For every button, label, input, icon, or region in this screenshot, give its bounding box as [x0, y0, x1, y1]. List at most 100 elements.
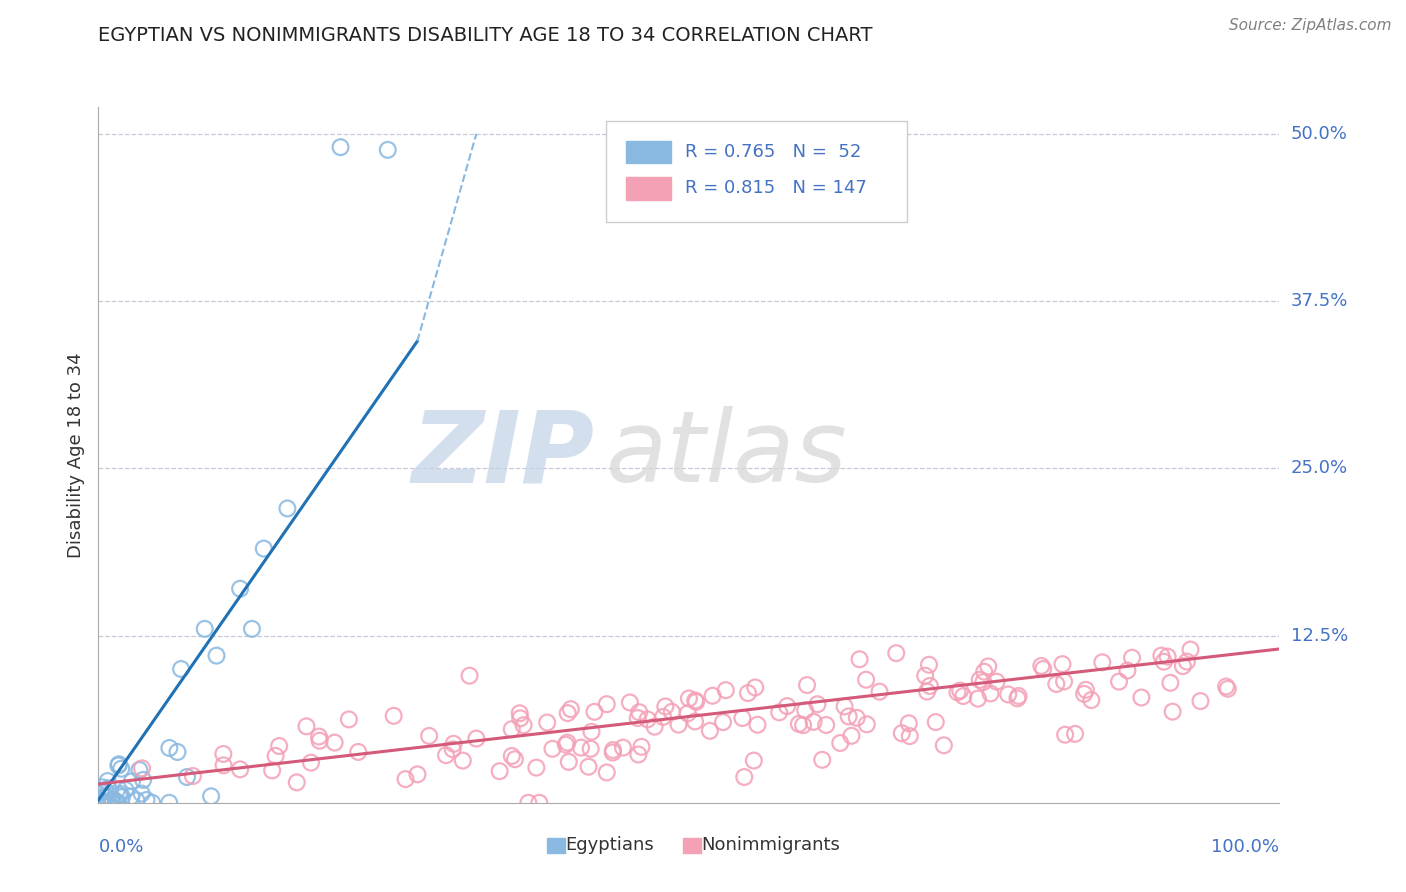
Point	[897, 716, 920, 731]
Point	[925, 715, 948, 730]
Point	[104, 796, 127, 810]
Point	[451, 754, 474, 768]
Point	[699, 723, 721, 738]
Point	[132, 772, 155, 787]
Point	[120, 789, 142, 804]
Point	[329, 140, 352, 154]
Point	[578, 760, 600, 774]
Point	[977, 659, 1000, 673]
Point	[262, 764, 284, 778]
Text: R = 0.765   N =  52: R = 0.765 N = 52	[685, 144, 862, 161]
Point	[558, 755, 581, 769]
Point	[884, 646, 907, 660]
Point	[114, 783, 136, 797]
Text: atlas: atlas	[606, 407, 848, 503]
Point	[794, 703, 817, 717]
Text: 25.0%: 25.0%	[1291, 459, 1348, 477]
Point	[838, 709, 860, 723]
Point	[834, 699, 856, 714]
Point	[1054, 728, 1077, 742]
Point	[501, 723, 523, 737]
Point	[856, 717, 879, 731]
Point	[583, 705, 606, 719]
Point	[110, 762, 132, 776]
Point	[1073, 687, 1095, 701]
Point	[803, 714, 825, 729]
Point	[299, 756, 322, 770]
Point	[637, 713, 659, 727]
Point	[1150, 648, 1173, 663]
Point	[111, 790, 134, 805]
Point	[644, 720, 666, 734]
Point	[170, 662, 193, 676]
Point	[596, 765, 619, 780]
Text: ZIP: ZIP	[412, 407, 595, 503]
Point	[972, 675, 994, 690]
Point	[157, 796, 180, 810]
Point	[276, 501, 298, 516]
Point	[918, 657, 941, 672]
Point	[602, 743, 624, 757]
Point	[1108, 674, 1130, 689]
Point	[121, 774, 143, 789]
Point	[323, 735, 346, 749]
Point	[90, 796, 112, 810]
Point	[952, 689, 974, 703]
Point	[205, 648, 228, 663]
Point	[627, 747, 650, 762]
Point	[105, 795, 128, 809]
Point	[382, 708, 405, 723]
Point	[101, 796, 124, 810]
Point	[612, 740, 634, 755]
Point	[1045, 677, 1067, 691]
Point	[668, 717, 690, 731]
Point	[465, 731, 488, 746]
Point	[946, 685, 969, 699]
Point	[855, 673, 877, 687]
Point	[979, 686, 1001, 700]
Text: R = 0.815   N = 147: R = 0.815 N = 147	[685, 179, 868, 197]
Point	[176, 770, 198, 784]
Point	[90, 796, 112, 810]
Point	[131, 761, 153, 775]
Point	[1007, 689, 1029, 703]
Point	[845, 711, 868, 725]
Point	[768, 706, 790, 720]
Point	[737, 686, 759, 700]
Point	[628, 705, 651, 719]
Point	[1189, 694, 1212, 708]
Point	[932, 739, 955, 753]
FancyBboxPatch shape	[606, 121, 907, 222]
Point	[1215, 680, 1237, 694]
Point	[295, 719, 318, 733]
Point	[619, 696, 641, 710]
Point	[1153, 655, 1175, 669]
Point	[630, 739, 652, 754]
Point	[194, 622, 217, 636]
Point	[94, 789, 117, 804]
Point	[524, 761, 547, 775]
Point	[529, 796, 551, 810]
Point	[253, 541, 276, 556]
Point	[509, 706, 531, 721]
Point	[1180, 642, 1202, 657]
Point	[1031, 659, 1053, 673]
Point	[676, 706, 699, 721]
Point	[1053, 674, 1076, 689]
Point	[792, 718, 814, 732]
Point	[200, 789, 222, 804]
Point	[1159, 675, 1181, 690]
Point	[97, 781, 120, 796]
Point	[517, 796, 540, 810]
Point	[787, 717, 810, 731]
Point	[796, 678, 818, 692]
Text: 0.0%: 0.0%	[98, 838, 143, 855]
Point	[98, 796, 121, 810]
Point	[1007, 691, 1029, 706]
Point	[107, 796, 129, 810]
Point	[181, 769, 204, 783]
Point	[714, 683, 737, 698]
Point	[683, 693, 706, 707]
Point	[1130, 690, 1153, 705]
Point	[512, 718, 534, 732]
